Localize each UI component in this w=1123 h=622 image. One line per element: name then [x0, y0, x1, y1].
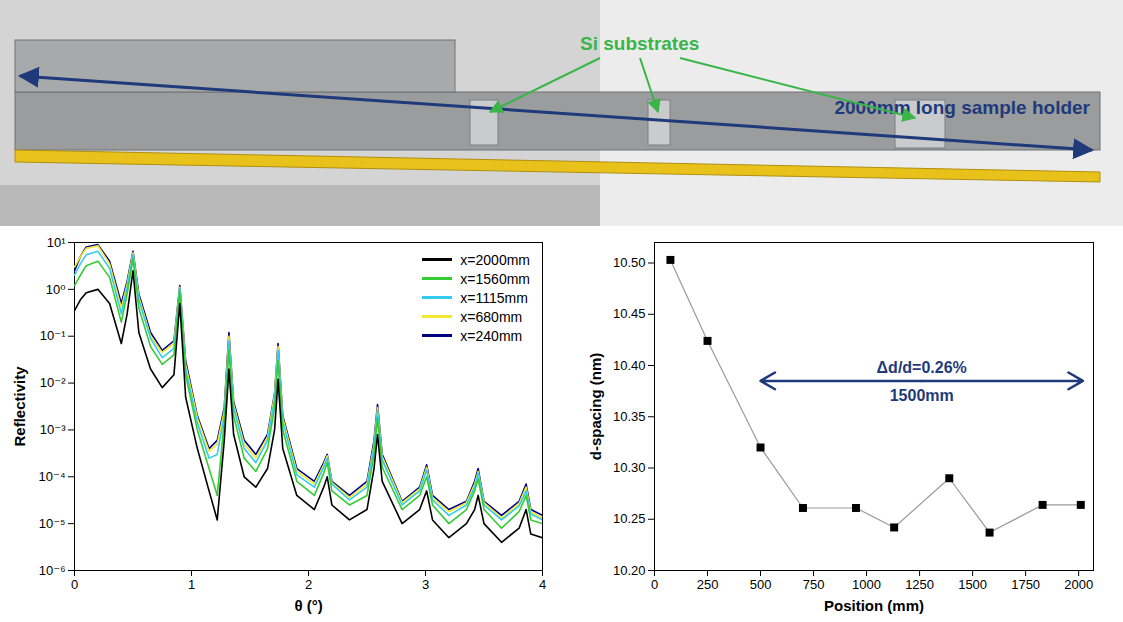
- html-text:x=680mm: x=680mm: [460, 308, 523, 325]
- svg-text:10.30: 10.30: [613, 460, 646, 475]
- svg-text:10.45: 10.45: [613, 306, 646, 321]
- svg-text:10⁻⁴: 10⁻⁴: [39, 469, 66, 484]
- html-text:x=2000mm: x=2000mm: [460, 251, 530, 268]
- svg-text:1750: 1750: [1011, 577, 1040, 592]
- svg-text:10⁻⁵: 10⁻⁵: [39, 516, 66, 531]
- svg-text:10¹: 10¹: [47, 235, 66, 250]
- svg-text:10.35: 10.35: [613, 409, 646, 424]
- svg-text:4: 4: [539, 577, 546, 592]
- svg-text:10⁻¹: 10⁻¹: [40, 328, 66, 343]
- html-text:x=240mm: x=240mm: [460, 327, 523, 344]
- svg-text:0: 0: [71, 577, 78, 592]
- svg-text:θ (°): θ (°): [294, 597, 322, 614]
- svg-text:2000mm long sample holder: 2000mm long sample holder: [834, 97, 1090, 118]
- svg-text:10.25: 10.25: [613, 511, 646, 526]
- svg-text:1500mm: 1500mm: [890, 387, 954, 404]
- svg-text:1500: 1500: [958, 577, 987, 592]
- svg-text:500: 500: [750, 577, 772, 592]
- html-text:x=1560mm: x=1560mm: [460, 270, 530, 287]
- svg-text:3: 3: [422, 577, 429, 592]
- svg-text:10⁻²: 10⁻²: [40, 375, 66, 390]
- svg-text:10⁻³: 10⁻³: [40, 422, 66, 437]
- svg-text:Reflectivity: Reflectivity: [11, 366, 28, 447]
- svg-text:10.40: 10.40: [613, 358, 646, 373]
- svg-text:10.20: 10.20: [613, 563, 646, 578]
- svg-text:1: 1: [188, 577, 195, 592]
- svg-text:10⁰: 10⁰: [46, 282, 66, 297]
- svg-text:Si substrates: Si substrates: [580, 33, 699, 54]
- svg-text:Δd/d=0.26%: Δd/d=0.26%: [877, 359, 967, 376]
- html-text:x=1115mm: x=1115mm: [460, 289, 528, 306]
- svg-text:250: 250: [697, 577, 719, 592]
- svg-text:2000: 2000: [1064, 577, 1093, 592]
- svg-text:10⁻⁶: 10⁻⁶: [39, 563, 66, 578]
- svg-text:0: 0: [651, 577, 658, 592]
- svg-text:1250: 1250: [905, 577, 934, 592]
- svg-text:d-spacing (nm): d-spacing (nm): [587, 353, 604, 461]
- svg-text:10.50: 10.50: [613, 255, 646, 270]
- svg-text:1000: 1000: [852, 577, 881, 592]
- svg-text:Position (mm): Position (mm): [824, 597, 924, 614]
- svg-text:2: 2: [305, 577, 312, 592]
- svg-text:750: 750: [803, 577, 825, 592]
